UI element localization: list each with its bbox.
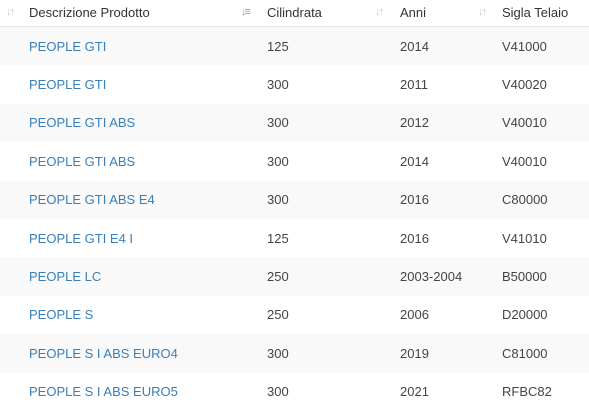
column-header-anni[interactable]: ↓↑ Anni: [375, 0, 502, 27]
cell-cilindrata: 300: [267, 142, 400, 181]
table-row: PEOPLE GTI 125 2014 V41000: [0, 26, 589, 66]
cell-cilindrata: 250: [267, 295, 400, 335]
sort-both-icon[interactable]: ↓↑: [375, 6, 384, 18]
table-row: PEOPLE LC 250 2003-2004 B50000: [0, 257, 589, 296]
product-link[interactable]: PEOPLE S: [29, 307, 94, 323]
cell-product: PEOPLE GTI: [0, 26, 267, 66]
column-header-descrizione-prodotto[interactable]: ↓↑ Descrizione Prodotto: [0, 0, 267, 27]
table-row: PEOPLE GTI 300 2011 V40020: [0, 65, 589, 104]
sort-desc-icon[interactable]: ↓≡: [241, 6, 251, 18]
column-header-label: Anni: [400, 5, 427, 20]
table-row: PEOPLE S 250 2006 D20000: [0, 295, 589, 335]
table-body: PEOPLE GTI 125 2014 V41000 PEOPLE GTI 300 2011…: [0, 26, 589, 411]
cell-cilindrata: 300: [267, 65, 400, 104]
table-header-row: ↓↑ Descrizione Prodotto ↓≡ Cilindrata ↓↑…: [0, 0, 589, 27]
table-row: PEOPLE S I ABS EURO4 300 2019 C81000: [0, 334, 589, 373]
table-row: PEOPLE GTI ABS E4 300 2016 C80000: [0, 180, 589, 219]
table-row: PEOPLE GTI ABS 300 2012 V40010: [0, 103, 589, 143]
product-link[interactable]: PEOPLE GTI ABS: [29, 153, 136, 169]
cell-cilindrata: 300: [267, 180, 400, 219]
column-header-cilindrata[interactable]: ↓≡ Cilindrata: [241, 0, 400, 27]
cell-cilindrata: 125: [267, 26, 400, 66]
cell-product: PEOPLE GTI: [0, 65, 267, 104]
cell-anni: 2011: [400, 65, 502, 104]
product-link[interactable]: PEOPLE GTI: [29, 38, 107, 54]
cell-sigla-telaio: V40020: [502, 65, 589, 104]
cell-product: PEOPLE S: [0, 295, 267, 335]
cell-sigla-telaio: V40010: [502, 103, 589, 143]
product-link[interactable]: PEOPLE LC: [29, 269, 102, 285]
product-link[interactable]: PEOPLE GTI E4 I: [29, 230, 134, 246]
product-link[interactable]: PEOPLE GTI ABS E4: [29, 192, 155, 208]
cell-cilindrata: 300: [267, 372, 400, 411]
cell-anni: 2014: [400, 26, 502, 66]
cell-anni: 2014: [400, 142, 502, 181]
cell-sigla-telaio: V41000: [502, 26, 589, 66]
cell-sigla-telaio: V41010: [502, 218, 589, 258]
cell-sigla-telaio: V40010: [502, 142, 589, 181]
cell-anni: 2016: [400, 180, 502, 219]
cell-product: PEOPLE GTI ABS: [0, 103, 267, 143]
cell-product: PEOPLE GTI E4 I: [0, 218, 267, 258]
cell-anni: 2006: [400, 295, 502, 335]
cell-anni: 2021: [400, 372, 502, 411]
column-header-label: Cilindrata: [267, 5, 322, 20]
cell-cilindrata: 300: [267, 334, 400, 373]
sort-both-icon[interactable]: ↓↑: [478, 6, 487, 18]
cell-anni: 2003-2004: [400, 257, 502, 296]
cell-cilindrata: 300: [267, 103, 400, 143]
column-header-label: Descrizione Prodotto: [29, 5, 150, 20]
cell-anni: 2019: [400, 334, 502, 373]
table-row: PEOPLE S I ABS EURO5 300 2021 RFBC82: [0, 372, 589, 411]
cell-sigla-telaio: B50000: [502, 257, 589, 296]
product-link[interactable]: PEOPLE GTI ABS: [29, 115, 136, 131]
cell-product: PEOPLE S I ABS EURO5: [0, 372, 267, 411]
table-row: PEOPLE GTI E4 I 125 2016 V41010: [0, 218, 589, 258]
cell-cilindrata: 125: [267, 218, 400, 258]
cell-cilindrata: 250: [267, 257, 400, 296]
cell-sigla-telaio: C80000: [502, 180, 589, 219]
cell-sigla-telaio: RFBC82: [502, 372, 589, 411]
column-header-sigla-telaio[interactable]: ↓↑ Sigla Telaio: [478, 0, 589, 27]
cell-product: PEOPLE GTI ABS E4: [0, 180, 267, 219]
product-link[interactable]: PEOPLE S I ABS EURO5: [29, 384, 178, 400]
product-link[interactable]: PEOPLE GTI: [29, 77, 107, 93]
column-header-label: Sigla Telaio: [502, 5, 569, 20]
cell-product: PEOPLE LC: [0, 257, 267, 296]
cell-sigla-telaio: C81000: [502, 334, 589, 373]
cell-product: PEOPLE S I ABS EURO4: [0, 334, 267, 373]
cell-anni: 2012: [400, 103, 502, 143]
cell-anni: 2016: [400, 218, 502, 258]
sort-both-icon[interactable]: ↓↑: [6, 6, 15, 18]
cell-sigla-telaio: D20000: [502, 295, 589, 335]
cell-product: PEOPLE GTI ABS: [0, 142, 267, 181]
table-row: PEOPLE GTI ABS 300 2014 V40010: [0, 142, 589, 181]
product-link[interactable]: PEOPLE S I ABS EURO4: [29, 345, 178, 361]
